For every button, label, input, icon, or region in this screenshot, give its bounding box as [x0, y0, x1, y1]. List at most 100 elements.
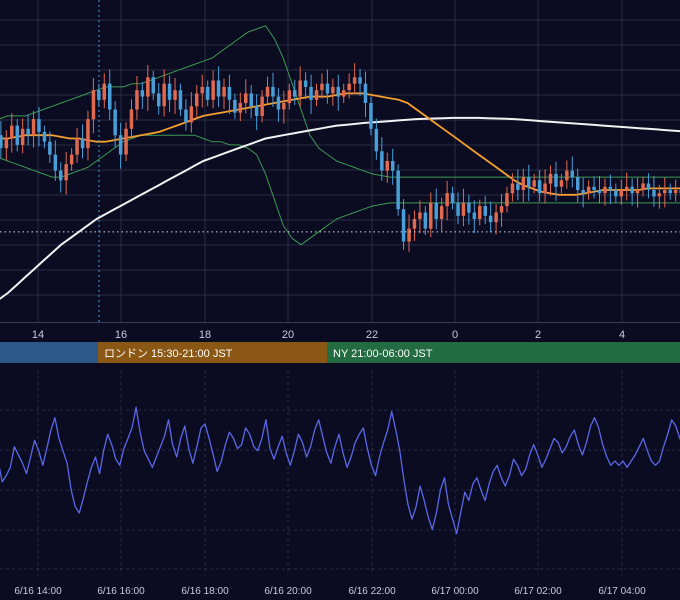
moving-average-long-line: [0, 116, 680, 300]
candle-body: [461, 202, 466, 216]
candle-body: [325, 83, 330, 94]
oscillator-x-tick-label: 6/16 16:00: [97, 586, 145, 597]
candle-body: [91, 90, 96, 120]
oscillator-series: [0, 406, 680, 535]
moving-average-short-line: [0, 92, 680, 196]
session-segment: [98, 342, 327, 363]
candle-body: [108, 83, 112, 110]
candle-body: [0, 135, 3, 149]
candle-body: [532, 180, 536, 187]
candle-body: [244, 93, 248, 104]
main-x-tick-label: 16: [115, 329, 127, 341]
main-x-axis: 14 16 18 20 22 0 2 4: [32, 329, 625, 341]
candle-body: [581, 190, 585, 194]
candle-body: [167, 83, 172, 100]
candle-body: [135, 90, 139, 110]
candle-body: [358, 77, 362, 84]
candle-body: [363, 83, 368, 103]
candle-body: [48, 141, 52, 155]
candle-body: [505, 193, 509, 207]
candle-body: [173, 90, 177, 100]
main-x-tick-label: 20: [282, 329, 294, 341]
candle-body: [429, 202, 433, 229]
candle-body: [102, 83, 106, 100]
candle-body: [663, 190, 667, 194]
candle-body: [336, 86, 340, 97]
main-marks: [0, 0, 680, 322]
main-candles: [0, 63, 680, 252]
candle-body: [342, 90, 346, 97]
oscillator-x-tick-label: 6/16 22:00: [348, 586, 396, 597]
candle-body: [118, 135, 123, 155]
candle-body: [227, 86, 232, 100]
candle-body: [293, 90, 297, 97]
candle-body: [396, 170, 400, 210]
candle-body: [254, 106, 259, 116]
candle-body: [527, 177, 531, 187]
candle-body: [249, 93, 253, 107]
candle-body: [265, 86, 270, 97]
candle-body: [287, 90, 292, 104]
main-x-tick-label: 0: [452, 329, 458, 341]
candle-body: [352, 77, 357, 84]
oscillator-x-tick-label: 6/17 00:00: [431, 586, 479, 597]
main-x-tick-label: 4: [619, 329, 625, 341]
candle-body: [625, 186, 629, 190]
candle-body: [233, 99, 237, 113]
bollinger-upper-band: [0, 25, 680, 178]
candle-body: [608, 186, 613, 190]
oscillator-line: [0, 406, 680, 535]
candle-body: [80, 138, 85, 149]
candle-body: [75, 138, 79, 155]
oscillator-x-axis: 6/16 14:00 6/16 16:00 6/16 18:00 6/16 20:00…: [14, 586, 646, 597]
main-x-tick-label: 2: [535, 329, 541, 341]
candle-body: [189, 106, 194, 123]
candle-body: [467, 202, 471, 213]
oscillator-x-tick-label: 6/17 02:00: [514, 586, 562, 597]
candle-body: [195, 93, 199, 107]
candle-body: [673, 190, 678, 194]
candle-body: [646, 183, 651, 190]
candle-body: [494, 212, 498, 223]
session-segment: [327, 342, 680, 363]
candle-body: [86, 119, 90, 149]
candle-body: [391, 161, 395, 171]
candle-body: [652, 190, 656, 197]
candle-body: [4, 138, 9, 149]
candle-body: [510, 183, 515, 194]
candle-body: [543, 183, 547, 194]
candle-body: [347, 83, 351, 91]
candle-body: [537, 180, 542, 194]
candle-body: [178, 90, 183, 110]
candle-body: [488, 215, 493, 223]
candle-body: [521, 177, 526, 190]
candle-body: [238, 103, 243, 113]
candle-body: [320, 83, 324, 91]
candle-body: [184, 109, 188, 123]
bollinger-lower-band: [0, 134, 680, 246]
candle-body: [641, 183, 645, 190]
candle-body: [200, 86, 204, 94]
candle-body: [211, 80, 215, 100]
candle-body: [157, 93, 161, 107]
candle-body: [445, 193, 449, 207]
oscillator-x-tick-label: 6/16 14:00: [14, 586, 62, 597]
candle-body: [423, 212, 428, 229]
candle-body: [516, 183, 520, 190]
candle-body: [369, 103, 373, 129]
session-segment-label: NY 21:00-06:00 JST: [333, 348, 433, 360]
candle-body: [478, 206, 482, 219]
candle-body: [216, 80, 221, 97]
candle-body: [439, 206, 444, 219]
candle-body: [205, 86, 210, 100]
candle-body: [614, 190, 618, 197]
candle-body: [314, 90, 319, 100]
main-x-tick-label: 18: [199, 329, 211, 341]
candle-body: [162, 83, 166, 107]
candle-body: [374, 128, 379, 152]
candle-body: [124, 128, 128, 155]
candle-body: [472, 212, 477, 219]
candle-body: [603, 186, 607, 194]
candle-body: [146, 77, 150, 97]
